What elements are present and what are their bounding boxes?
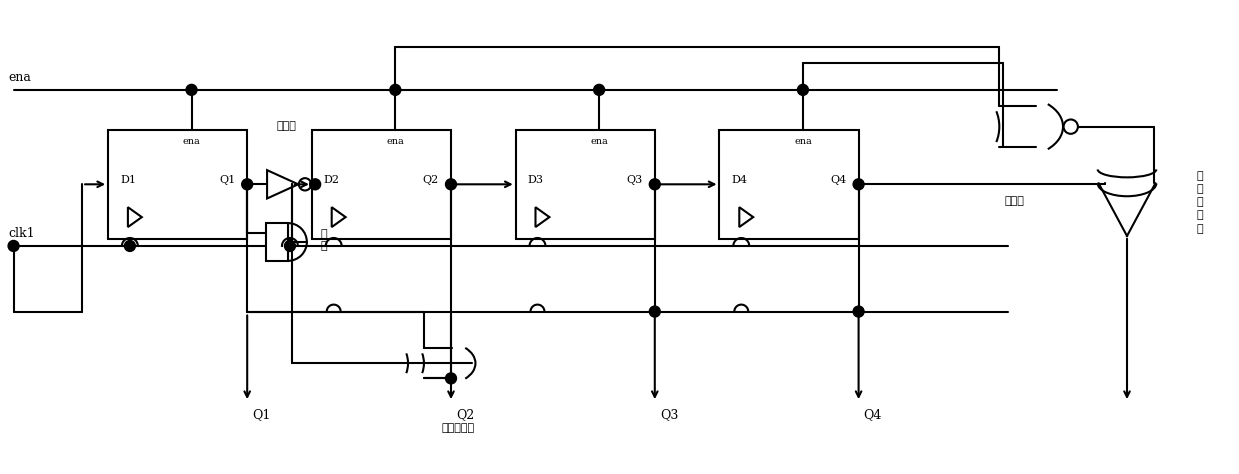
Text: ena: ena: [590, 137, 608, 146]
Text: Q3: Q3: [627, 175, 643, 185]
Circle shape: [242, 179, 253, 190]
Text: 或非门: 或非门: [1005, 196, 1025, 206]
Text: Q4: Q4: [864, 408, 882, 421]
Circle shape: [390, 84, 400, 95]
Bar: [108, 129, 248, 239]
Text: D1: D1: [120, 175, 136, 185]
Circle shape: [186, 84, 197, 95]
Text: ena: ena: [387, 137, 404, 146]
Circle shape: [649, 179, 660, 190]
Bar: [720, 129, 859, 239]
Text: ena: ena: [9, 71, 31, 84]
Text: D3: D3: [528, 175, 544, 185]
Circle shape: [9, 240, 19, 251]
Bar: [312, 129, 451, 239]
Text: 第
一
异
或
门: 第 一 异 或 门: [1197, 171, 1203, 234]
Text: Q2: Q2: [422, 175, 439, 185]
Circle shape: [285, 240, 295, 251]
Bar: [515, 129, 654, 239]
Circle shape: [854, 179, 864, 190]
Text: Q3: Q3: [659, 408, 678, 421]
Circle shape: [649, 306, 660, 317]
Circle shape: [310, 179, 321, 190]
Circle shape: [124, 240, 135, 251]
Text: clk1: clk1: [9, 227, 35, 240]
Circle shape: [854, 306, 864, 317]
Text: D4: D4: [731, 175, 747, 185]
Circle shape: [446, 373, 456, 384]
Text: Q4: Q4: [830, 175, 846, 185]
Text: Q1: Q1: [219, 175, 235, 185]
Text: ena: ena: [794, 137, 812, 146]
Text: 第二异或门: 第二异或门: [441, 423, 475, 433]
Text: 与
门: 与 门: [321, 229, 327, 251]
Text: 反相器: 反相器: [276, 120, 296, 131]
Circle shape: [798, 84, 808, 95]
Text: D2: D2: [323, 175, 339, 185]
Bar: [266, 223, 287, 261]
Circle shape: [446, 179, 456, 190]
Circle shape: [593, 84, 605, 95]
Text: Q2: Q2: [456, 408, 475, 421]
Text: Q1: Q1: [253, 408, 270, 421]
Text: ena: ena: [182, 137, 201, 146]
